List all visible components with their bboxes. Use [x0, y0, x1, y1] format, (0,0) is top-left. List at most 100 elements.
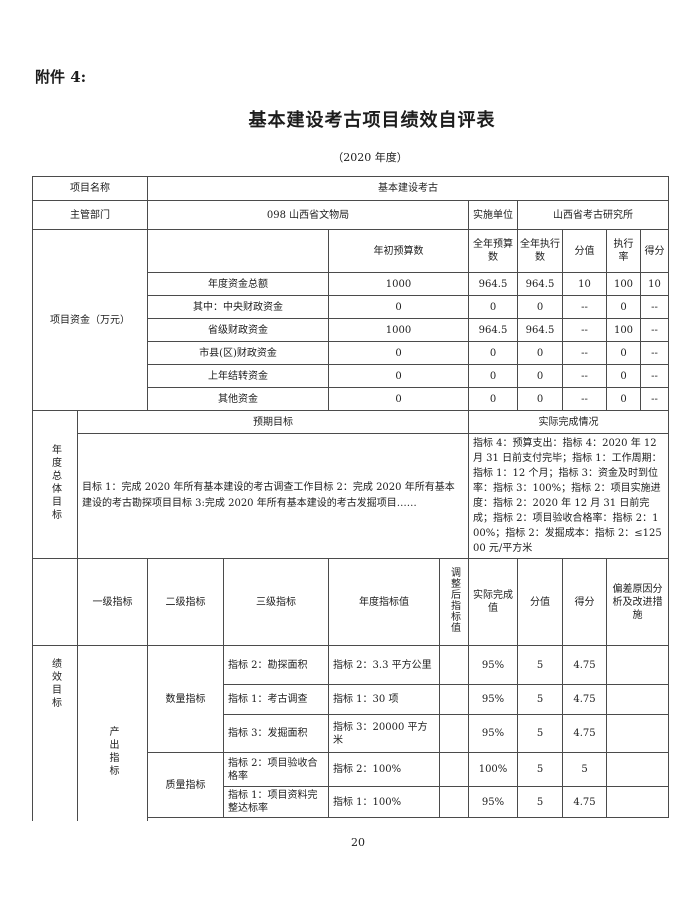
- funding-score-value: --: [639, 318, 670, 342]
- perf-col-actual: 实际完成值: [468, 558, 518, 646]
- adjusted-target-cell: [439, 786, 469, 818]
- funding-row: 其中：中央财政资金 0 0 0 -- 0 --: [33, 295, 670, 319]
- funding-rate-value: 0: [606, 387, 641, 411]
- perf-col-adjusted-target-text: 调整后指标值: [448, 567, 460, 633]
- funding-score-value: --: [639, 387, 670, 411]
- deviation-cell: [605, 684, 670, 715]
- funding-row: 市县(区)财政资金 0 0 0 -- 0 --: [33, 341, 670, 365]
- table-pagebreak-line: [32, 812, 33, 821]
- indicator-target: 指标 1：100%: [328, 786, 440, 818]
- funding-col-annual-execution: 全年执行数: [517, 229, 563, 273]
- indicator-score: 4.75: [562, 786, 607, 818]
- perf-col-adjusted-target: 调整后指标值: [439, 558, 469, 646]
- funding-rate-value: 100: [606, 272, 641, 296]
- funding-row-name: 其他资金: [147, 387, 329, 411]
- document-title: 基本建设考古项目绩效自评表: [248, 110, 496, 131]
- adjusted-target-cell: [439, 645, 469, 685]
- indicator-target: 指标 2：100%: [328, 752, 440, 787]
- deviation-cell: [605, 645, 670, 685]
- impl-unit-label: 实施单位: [468, 200, 518, 230]
- funding-row-name: 上年结转资金: [147, 364, 329, 388]
- funding-score-value: --: [639, 364, 670, 388]
- page-number: 20: [351, 836, 365, 849]
- funding-budget-value: 0: [468, 387, 518, 411]
- funding-execution-value: 0: [517, 364, 563, 388]
- indicator-actual: 95%: [468, 645, 518, 685]
- funding-execution-value: 964.5: [517, 272, 563, 296]
- funding-row: 省级财政资金 1000 964.5 964.5 -- 100 --: [33, 318, 670, 342]
- self-evaluation-table: 项目名称 基本建设考古 主管部门 098 山西省文物局 实施单位 山西省考古研究…: [32, 176, 670, 818]
- expected-goal-header: 预期目标: [77, 410, 469, 434]
- funding-budget-value: 0: [468, 364, 518, 388]
- funding-col-initial-budget: 年初预算数: [328, 229, 469, 273]
- adjusted-target-cell: [439, 752, 469, 787]
- indicator-points: 5: [517, 684, 563, 715]
- table-pagebreak-line: [77, 812, 78, 821]
- funding-points-value: --: [562, 364, 607, 388]
- table-pagebreak-line: [147, 812, 148, 821]
- indicator-score: 4.75: [562, 645, 607, 685]
- table-row: 项目名称 基本建设考古: [32, 176, 670, 201]
- indicator-points: 5: [517, 714, 563, 753]
- indicator-name: 指标 2：项目验收合格率: [223, 752, 329, 787]
- funding-points-value: 10: [562, 272, 607, 296]
- funding-rate-value: 0: [606, 364, 641, 388]
- funding-initial-value: 0: [328, 387, 469, 411]
- funding-row-name: 年度资金总额: [147, 272, 329, 296]
- attachment-label: 附件 4:: [35, 68, 87, 86]
- funding-row-name: 市县(区)财政资金: [147, 341, 329, 365]
- dept-value: 098 山西省文物局: [147, 200, 469, 230]
- level2-quantity-indicator: 数量指标: [147, 645, 224, 753]
- indicator-name: 指标 1：考古调查: [223, 684, 329, 715]
- funding-rate-value: 0: [606, 341, 641, 365]
- performance-empty-header-cell: [32, 558, 78, 646]
- funding-col-execution-rate: 执行率: [606, 229, 641, 273]
- table-row: 主管部门 098 山西省文物局 实施单位 山西省考古研究所: [32, 200, 670, 230]
- funding-budget-value: 964.5: [468, 272, 518, 296]
- performance-section-text: 绩效目标: [49, 658, 61, 710]
- perf-col-points: 分值: [517, 558, 563, 646]
- performance-row: 指标 1：项目资料完整达标率 指标 1：100% 95% 5 4.75: [33, 786, 670, 818]
- indicator-points: 5: [517, 752, 563, 787]
- funding-rate-value: 0: [606, 295, 641, 319]
- funding-budget-value: 0: [468, 341, 518, 365]
- table-row: 项目资金（万元） 年初预算数 全年预算数 全年执行数 分值 执行率 得分: [32, 229, 670, 411]
- funding-points-value: --: [562, 387, 607, 411]
- funding-col-annual-budget: 全年预算数: [468, 229, 518, 273]
- funding-execution-value: 0: [517, 295, 563, 319]
- funding-row: 其他资金 0 0 0 -- 0 --: [33, 387, 670, 411]
- funding-budget-value: 0: [468, 295, 518, 319]
- indicator-score: 4.75: [562, 684, 607, 715]
- indicator-actual: 95%: [468, 786, 518, 818]
- indicator-actual: 95%: [468, 714, 518, 753]
- document-subtitle: （2020 年度）: [332, 151, 408, 164]
- performance-row: 绩效目标 产出指标 数量指标 指标 2：勘探面积 指标 2：3.3 平方公里 9…: [32, 645, 670, 818]
- deviation-cell: [605, 714, 670, 753]
- perf-col-level3: 三级指标: [223, 558, 329, 646]
- indicator-score: 5: [562, 752, 607, 787]
- funding-section-label: 项目资金（万元）: [32, 229, 148, 411]
- funding-row-name: 其中：中央财政资金: [147, 295, 329, 319]
- perf-col-level2: 二级指标: [147, 558, 224, 646]
- annual-goals-section-text: 年度总体目标: [49, 443, 61, 522]
- perf-col-score: 得分: [562, 558, 607, 646]
- funding-initial-value: 0: [328, 341, 469, 365]
- indicator-name: 指标 1：项目资料完整达标率: [223, 786, 329, 818]
- perf-col-deviation: 偏差原因分析及改进措施: [605, 558, 670, 646]
- funding-budget-value: 964.5: [468, 318, 518, 342]
- funding-execution-value: 964.5: [517, 318, 563, 342]
- project-name-label: 项目名称: [32, 176, 148, 201]
- perf-col-annual-target: 年度指标值: [328, 558, 440, 646]
- project-name-value: 基本建设考古: [146, 176, 670, 201]
- funding-initial-value: 0: [328, 295, 469, 319]
- impl-unit-value: 山西省考古研究所: [516, 200, 670, 230]
- funding-initial-value: 1000: [328, 318, 469, 342]
- indicator-name: 指标 2：勘探面积: [223, 645, 329, 685]
- indicator-name: 指标 3：发掘面积: [223, 714, 329, 753]
- indicator-actual: 95%: [468, 684, 518, 715]
- table-row: 目标 1：完成 2020 年所有基本建设的考古调查工作目标 2：完成 2020 …: [33, 433, 670, 559]
- funding-execution-value: 0: [517, 387, 563, 411]
- indicator-score: 4.75: [562, 714, 607, 753]
- performance-row: 指标 3：发掘面积 指标 3：20000 平方米 95% 5 4.75: [33, 714, 670, 753]
- funding-execution-value: 0: [517, 341, 563, 365]
